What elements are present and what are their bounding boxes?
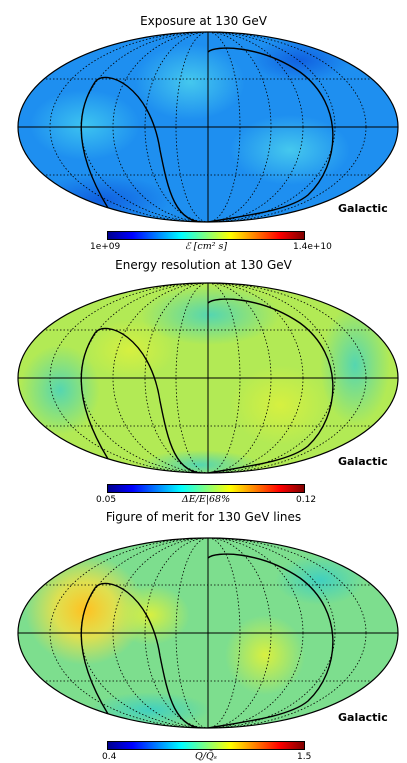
boundary-curve xyxy=(80,298,334,473)
map-lowlight xyxy=(275,555,365,605)
coordinate-label: Galactic xyxy=(338,455,388,468)
panel-title: Figure of merit for 130 GeV lines xyxy=(105,510,302,524)
coordinate-label: Galactic xyxy=(338,711,388,724)
colorbar-max: 1.5 xyxy=(297,752,312,762)
boundary-curve xyxy=(80,47,334,222)
colorbar-max: 0.12 xyxy=(296,495,317,505)
panel-title: Exposure at 130 GeV xyxy=(140,14,267,28)
map-highlight xyxy=(225,615,305,695)
map-highlight xyxy=(140,285,280,345)
colorbar xyxy=(107,484,305,493)
colorbar xyxy=(107,741,305,750)
colorbar-min: 1e+09 xyxy=(90,242,121,252)
exposure-panel: Exposure at 130 GeV xyxy=(0,0,407,255)
map-border xyxy=(17,282,399,474)
map-highlight xyxy=(230,115,350,185)
map-lowlight xyxy=(250,38,350,82)
map-highlight xyxy=(20,345,100,435)
map-highlight xyxy=(135,44,245,120)
coordinate-label: Galactic xyxy=(338,202,388,215)
colorbar-label: ℰ [cm² s] xyxy=(184,241,228,252)
map-lowlight xyxy=(85,320,175,380)
colorbar-min: 0.05 xyxy=(96,495,117,505)
colorbar-label: ΔE/E|68% xyxy=(181,494,231,505)
colorbar-label: Q/Q̄ₛ xyxy=(195,751,217,762)
panel-title: Energy resolution at 130 GeV xyxy=(115,258,292,272)
skymap-energy-resolution xyxy=(17,282,399,474)
colorbar-min: 0.4 xyxy=(102,752,117,762)
boundary-curve xyxy=(80,553,334,728)
map-border xyxy=(17,537,399,729)
map-lowlight xyxy=(90,692,210,728)
map-lowlight xyxy=(230,365,330,445)
map-highlight xyxy=(30,90,140,160)
map-highlight xyxy=(110,585,190,645)
map-highlight xyxy=(140,450,260,473)
energy-resolution-panel: Energy resolution at 130 GeV xyxy=(0,255,407,505)
map-highlight xyxy=(320,305,390,425)
map-border xyxy=(17,31,399,223)
skymap-exposure xyxy=(17,31,399,223)
colorbar-max: 1.4e+10 xyxy=(293,242,332,252)
figure-of-merit-panel: Figure of merit for 130 GeV lines xyxy=(0,505,407,763)
colorbar xyxy=(107,231,305,240)
skymap-figure-of-merit xyxy=(17,537,399,729)
